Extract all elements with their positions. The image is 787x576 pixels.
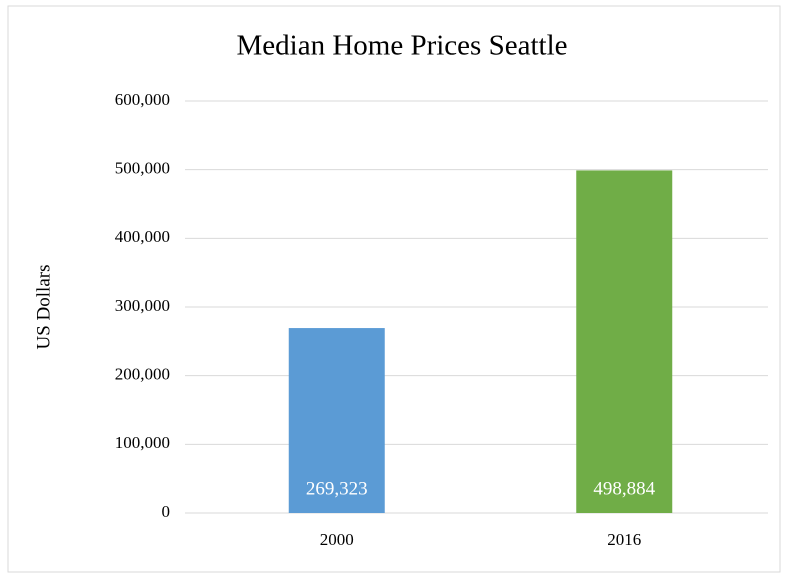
y-tick-label: 500,000 [115, 159, 170, 178]
data-label: 498,884 [593, 478, 655, 499]
y-axis-label: US Dollars [33, 265, 54, 350]
chart-title: Median Home Prices Seattle [237, 30, 568, 62]
y-tick-label: 300,000 [115, 296, 170, 315]
y-tick-label: 600,000 [115, 90, 170, 109]
bar [288, 328, 385, 513]
y-tick-label: 100,000 [115, 433, 170, 452]
x-tick-label: 2016 [607, 530, 641, 549]
y-tick-label: 400,000 [115, 227, 170, 246]
y-tick-label: 0 [162, 502, 171, 521]
bar [576, 170, 673, 513]
data-label: 269,323 [306, 478, 368, 499]
x-tick-label: 2000 [320, 530, 354, 549]
y-tick-label: 200,000 [115, 365, 170, 384]
